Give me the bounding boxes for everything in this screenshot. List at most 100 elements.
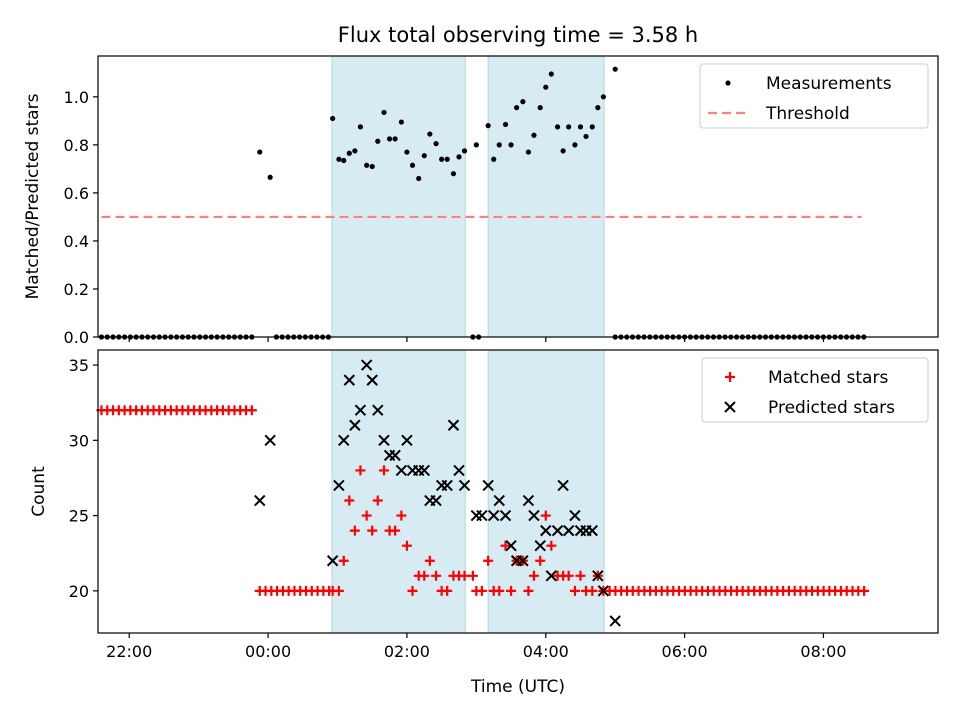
top-panel: 0.0 0.2 0.4 0.6 0.8 1.0 Matched/Predicted star…	[23, 55, 939, 347]
x-tick-label: 04:00	[523, 642, 569, 661]
matched-star-marker	[500, 540, 511, 551]
matched-star-marker	[333, 585, 344, 596]
bottom-legend-box	[701, 357, 929, 423]
measurement-point	[514, 105, 520, 111]
matched-star-marker	[476, 585, 487, 596]
predicted-star-marker	[372, 404, 384, 416]
measurement-point	[404, 149, 410, 155]
matched-star-marker	[401, 540, 412, 551]
legend-entry-label: Threshold	[765, 104, 850, 124]
bottom-y-tick-label: 30	[69, 431, 89, 450]
matched-star-marker	[535, 555, 546, 566]
measurement-point	[369, 163, 375, 170]
chart-title: Flux total observing time = 3.58 h	[338, 23, 698, 47]
matched-star-marker	[419, 570, 430, 581]
matched-star-marker	[344, 495, 355, 506]
matched-star-marker	[246, 405, 257, 416]
top-shaded-window-0	[331, 55, 466, 338]
measurement-point	[352, 148, 358, 154]
measurement-point	[346, 150, 352, 156]
predicted-star-marker	[354, 404, 367, 416]
matched-star-marker	[483, 555, 494, 566]
predicted-star-marker	[528, 509, 540, 522]
matched-star-marker	[338, 555, 349, 566]
predicted-star-marker	[418, 464, 430, 477]
predicted-star-marker	[476, 509, 488, 522]
predicted-star-marker	[562, 524, 575, 537]
matched-star-marker	[540, 510, 551, 521]
predicted-star-marker	[487, 509, 500, 522]
measurement-point	[398, 119, 404, 125]
measurement-point	[386, 136, 393, 142]
bottom-shaded-window-1	[487, 349, 605, 634]
predicted-star-marker	[378, 434, 390, 447]
predicted-star-marker	[333, 479, 345, 492]
predicted-star-marker	[505, 539, 517, 552]
predicted-star-marker	[326, 555, 339, 567]
bottom-shaded-window-0	[331, 349, 466, 634]
matched-star-marker	[407, 585, 418, 596]
predicted-star-marker	[447, 419, 460, 431]
legend-entry-label: Measurements	[766, 74, 892, 94]
measurement-point	[525, 149, 532, 155]
predicted-star-marker	[338, 434, 350, 447]
predicted-star-marker	[540, 524, 552, 537]
bottom-axes-frame	[97, 349, 939, 634]
measurement-point	[520, 99, 526, 105]
legend-measurement-marker	[725, 80, 731, 86]
predicted-star-marker	[389, 449, 401, 462]
top-y-tick-label: 1.0	[64, 88, 89, 107]
top-y-tick-label: 0.0	[64, 328, 89, 347]
matched-star-marker	[442, 585, 453, 596]
legend-predicted-marker	[724, 401, 736, 413]
measurement-point	[439, 156, 445, 162]
matched-star-marker	[494, 585, 505, 596]
matched-star-marker	[367, 525, 378, 536]
predicted-star-marker	[592, 570, 604, 582]
predicted-star-marker	[264, 434, 276, 447]
predicted-star-marker	[493, 494, 505, 507]
x-tick-label: 06:00	[662, 642, 708, 661]
measurement-point	[612, 66, 618, 72]
measurement-point	[600, 94, 606, 100]
predicted-star-marker	[470, 509, 483, 522]
measurement-point	[381, 109, 387, 116]
measurement-point	[267, 174, 273, 180]
measurement-point	[433, 141, 439, 147]
predicted-star-marker	[395, 464, 408, 477]
measurement-point	[566, 124, 572, 130]
top-y-axis-label: Matched/Predicted stars	[23, 93, 43, 299]
measurement-point	[392, 136, 398, 142]
matched-star-marker	[859, 585, 870, 596]
predicted-star-marker	[534, 539, 546, 552]
measurement-point	[416, 175, 422, 182]
matched-star-marker	[546, 540, 557, 551]
measurement-point	[531, 132, 537, 138]
measurement-point	[502, 121, 509, 128]
bottom-y-tick-label: 20	[69, 582, 89, 601]
measurement-point	[257, 149, 263, 155]
predicted-star-marker	[430, 494, 442, 507]
bottom-y-tick-label: 25	[69, 507, 89, 526]
measurement-point	[508, 142, 514, 148]
measurement-point	[496, 142, 502, 148]
top-shaded-window-1	[487, 55, 605, 338]
matched-star-marker	[575, 570, 586, 581]
predicted-star-marker	[458, 479, 471, 492]
top-axes-frame	[97, 55, 939, 338]
matched-star-marker	[424, 555, 435, 566]
matched-star-marker	[523, 585, 534, 596]
bottom-y-axis-label: Count	[29, 466, 49, 517]
measurement-point	[473, 142, 479, 148]
matched-star-marker	[379, 465, 390, 476]
measurement-point	[461, 148, 468, 154]
measurement-point	[560, 148, 566, 154]
measurement-point	[572, 142, 578, 148]
matched-star-marker	[563, 570, 574, 581]
measurement-point	[537, 105, 543, 111]
predicted-star-marker	[360, 359, 373, 371]
measurement-point	[357, 124, 364, 130]
bottom-panel: 20 25 30 35 22:00 00:00 02:00 04:00 06:00 08:00 Co…	[29, 349, 939, 661]
matched-star-marker	[361, 510, 372, 521]
